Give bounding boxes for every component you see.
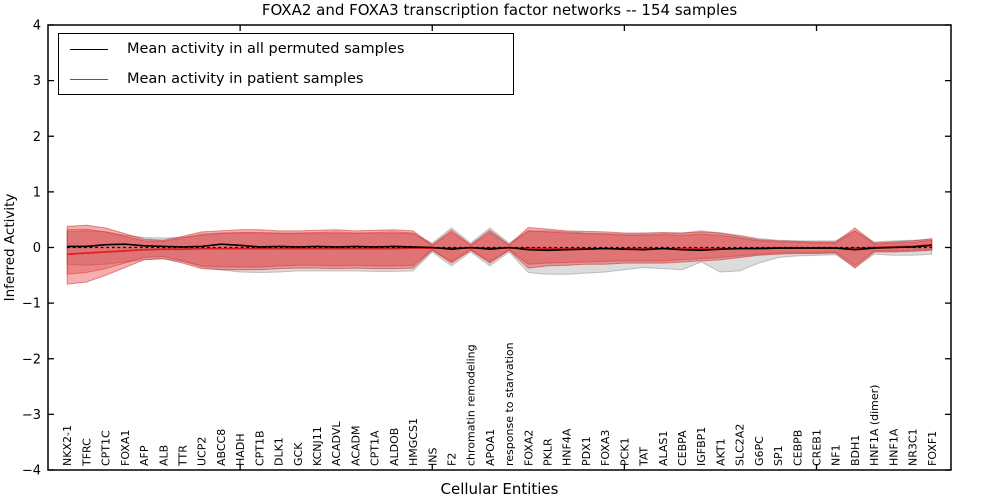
x-category-label: F2 [445,453,458,466]
y-tick-label: 4 [33,19,41,34]
x-category-label: NF1 [830,444,843,466]
y-tick-label: −2 [22,352,41,367]
legend: Mean activity in all permuted samples Me… [58,33,514,95]
y-tick-label: 1 [33,185,41,200]
x-category-label: FOXA2 [522,430,535,466]
x-category-label: TFRC [80,438,93,467]
x-category-label: ALAS1 [657,431,670,466]
x-category-label: SP1 [772,445,785,466]
y-tick-label: −3 [22,408,41,423]
x-category-label: GCK [292,442,305,466]
x-category-label: CREB1 [811,429,824,466]
x-category-label: HNF1A [887,428,900,466]
x-category-label: DLK1 [273,437,286,466]
chart-title: FOXA2 and FOXA3 transcription factor net… [261,1,738,19]
x-category-label: HNF4A [561,428,574,466]
x-category-label: PDX1 [580,436,593,466]
x-category-label: APOA1 [484,429,497,466]
x-category-label: CPT1C [100,430,113,466]
legend-line-permuted-icon [70,48,108,50]
legend-item-patient: Mean activity in patient samples [59,65,513,93]
x-category-label: INS [426,448,439,466]
x-category-label: KCNJ11 [311,426,324,466]
x-category-label: ALDOB [388,428,401,466]
band-patient-samples-outer-band [66,224,933,285]
legend-label-patient: Mean activity in patient samples [127,71,364,87]
x-category-label: HADH [234,433,247,466]
x-category-label: ACADM [349,426,362,467]
x-category-label: AKT1 [714,438,727,466]
x-category-label: TTR [176,445,189,467]
x-category-label: HNF1A (dimer) [868,385,881,466]
x-category-label: NKX2-1 [61,425,74,466]
x-category-label: CEBPB [791,430,804,466]
band-patient-samples-inner-band [66,228,933,275]
y-tick-label: 3 [33,74,41,89]
y-tick-label: −1 [22,297,41,312]
x-category-label: response to starvation [503,342,516,466]
x-category-label: HMGCS1 [407,418,420,466]
x-category-label: PKLR [542,438,555,466]
x-category-label: TAT [638,446,651,467]
x-category-label: NR3C1 [907,428,920,466]
y-tick-label: 0 [33,241,41,256]
y-tick-label: −4 [22,464,41,479]
x-category-label: AFP [138,445,151,466]
legend-line-patient-icon [70,78,108,80]
x-category-label: FOXF1 [926,431,939,466]
x-category-label: PCK1 [618,437,631,466]
x-category-label: chromatin remodeling [465,344,478,466]
x-category-label: CEBPA [676,430,689,466]
x-category-label: FOXA1 [119,430,132,466]
x-category-label: ALB [157,445,170,466]
legend-item-permuted: Mean activity in all permuted samples [59,35,513,63]
x-category-label: CPT1A [369,430,382,466]
x-category-label: ACADVL [330,421,343,466]
x-category-label: G6PC [753,436,766,466]
band-permuted-samples-band [66,227,933,275]
x-category-label: IGFBP1 [695,427,708,466]
x-category-label: BDH1 [849,435,862,466]
x-category-label: SLC2A2 [734,424,747,466]
x-category-label: UCP2 [196,437,209,466]
x-category-label: FOXA3 [599,430,612,466]
line-permuted-mean [67,243,932,252]
x-axis-label: Cellular Entities [441,480,559,498]
x-category-label: CPT1B [253,430,266,466]
y-axis-label: Inferred Activity [2,194,18,302]
x-category-label: ABCC8 [215,429,228,466]
legend-label-permuted: Mean activity in all permuted samples [127,41,405,57]
y-tick-label: 2 [33,130,41,145]
